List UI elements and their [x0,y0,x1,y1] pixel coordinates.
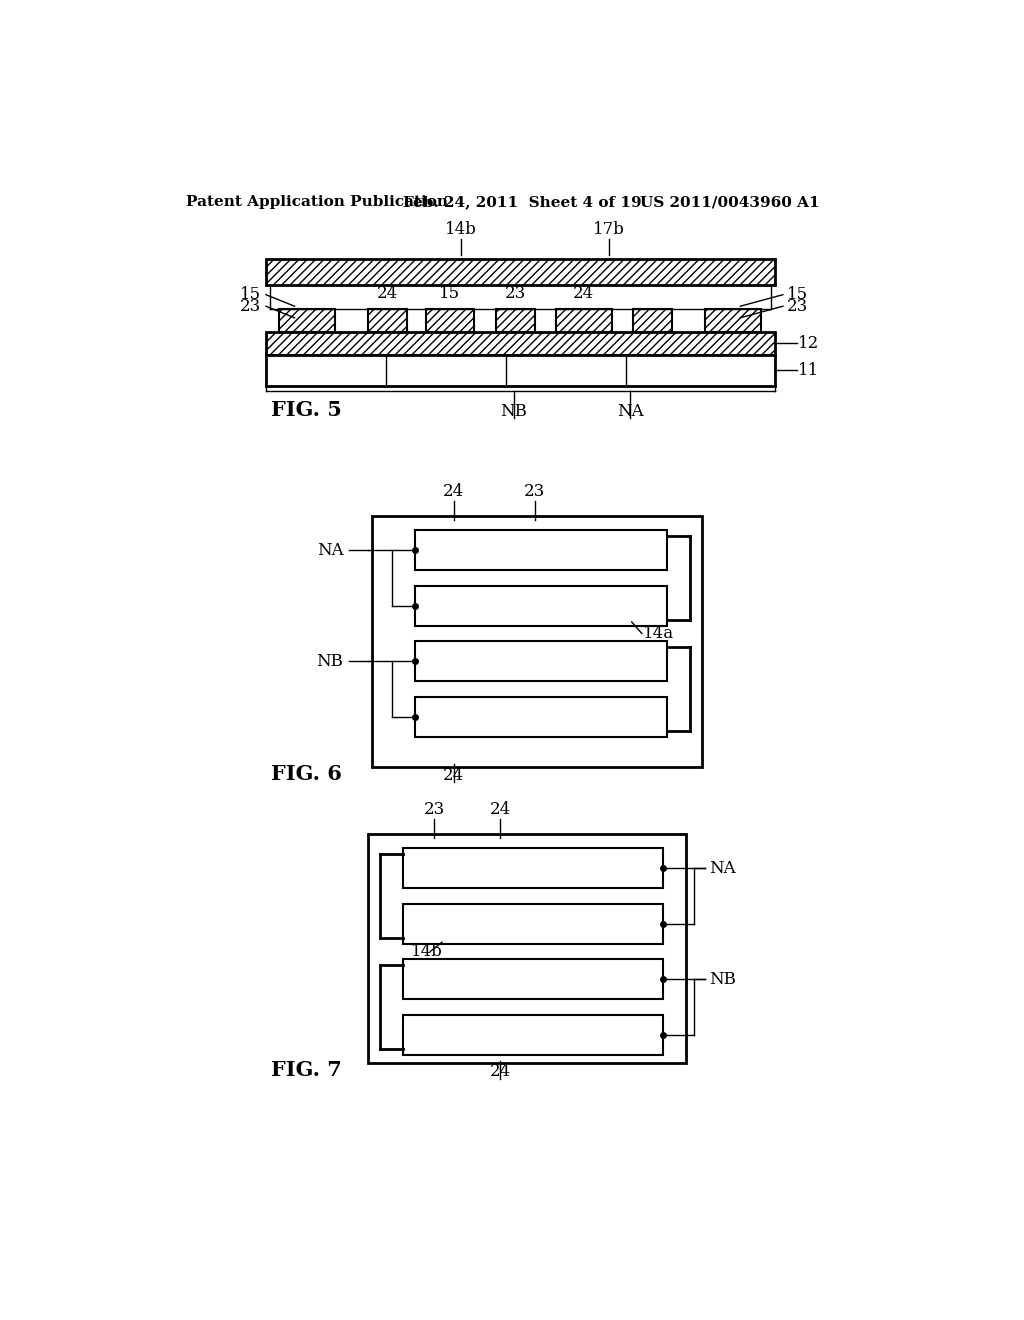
Bar [415,697,667,737]
Bar [426,309,474,331]
Text: FIG. 5: FIG. 5 [271,400,342,420]
Text: FIG. 6: FIG. 6 [271,764,342,784]
Text: 23: 23 [505,285,526,302]
Text: NA: NA [616,403,643,420]
Text: NB: NB [501,403,527,420]
Text: 15: 15 [786,286,808,304]
Bar [372,516,701,767]
Text: NB: NB [316,652,343,669]
Text: 23: 23 [240,298,261,314]
Text: 23: 23 [786,298,808,314]
Bar [706,309,761,331]
Text: NA: NA [710,859,736,876]
Bar [369,834,686,1063]
Bar [266,331,775,355]
Bar [280,309,335,331]
Bar [266,259,775,285]
Bar [556,309,611,331]
Text: 17b: 17b [593,222,625,239]
Text: 15: 15 [241,286,261,304]
Bar [415,586,667,626]
Text: Patent Application Publication: Patent Application Publication [186,195,449,210]
Text: 12: 12 [799,335,819,351]
Text: FIG. 7: FIG. 7 [271,1060,342,1080]
Bar [369,309,407,331]
Text: 14b: 14b [445,222,477,239]
Bar [280,309,335,331]
Text: 24: 24 [377,285,398,302]
Text: 23: 23 [524,483,546,499]
Text: 24: 24 [489,800,511,817]
Bar [266,355,775,385]
Bar [706,309,761,331]
Text: 23: 23 [424,800,444,817]
Bar [403,849,663,888]
Text: 24: 24 [442,767,464,784]
Bar [496,309,535,331]
Text: US 2011/0043960 A1: US 2011/0043960 A1 [640,195,819,210]
Text: 15: 15 [439,285,460,302]
Text: 11: 11 [799,362,819,379]
Bar [403,1015,663,1055]
Bar [369,309,407,331]
Bar [266,259,775,285]
Text: 14b: 14b [411,942,442,960]
Bar [633,309,672,331]
Bar [426,309,474,331]
Text: 14a: 14a [643,624,675,642]
Text: 24: 24 [489,1063,511,1080]
Text: 24: 24 [442,483,464,499]
Text: NB: NB [710,970,736,987]
Text: 24: 24 [573,285,594,302]
Bar [266,331,775,355]
Bar [403,960,663,999]
Bar [496,309,535,331]
Bar [633,309,672,331]
Bar [556,309,611,331]
Text: Feb. 24, 2011  Sheet 4 of 19: Feb. 24, 2011 Sheet 4 of 19 [403,195,642,210]
Bar [415,531,667,570]
Text: NA: NA [316,541,343,558]
Bar [403,904,663,944]
Bar [415,642,667,681]
